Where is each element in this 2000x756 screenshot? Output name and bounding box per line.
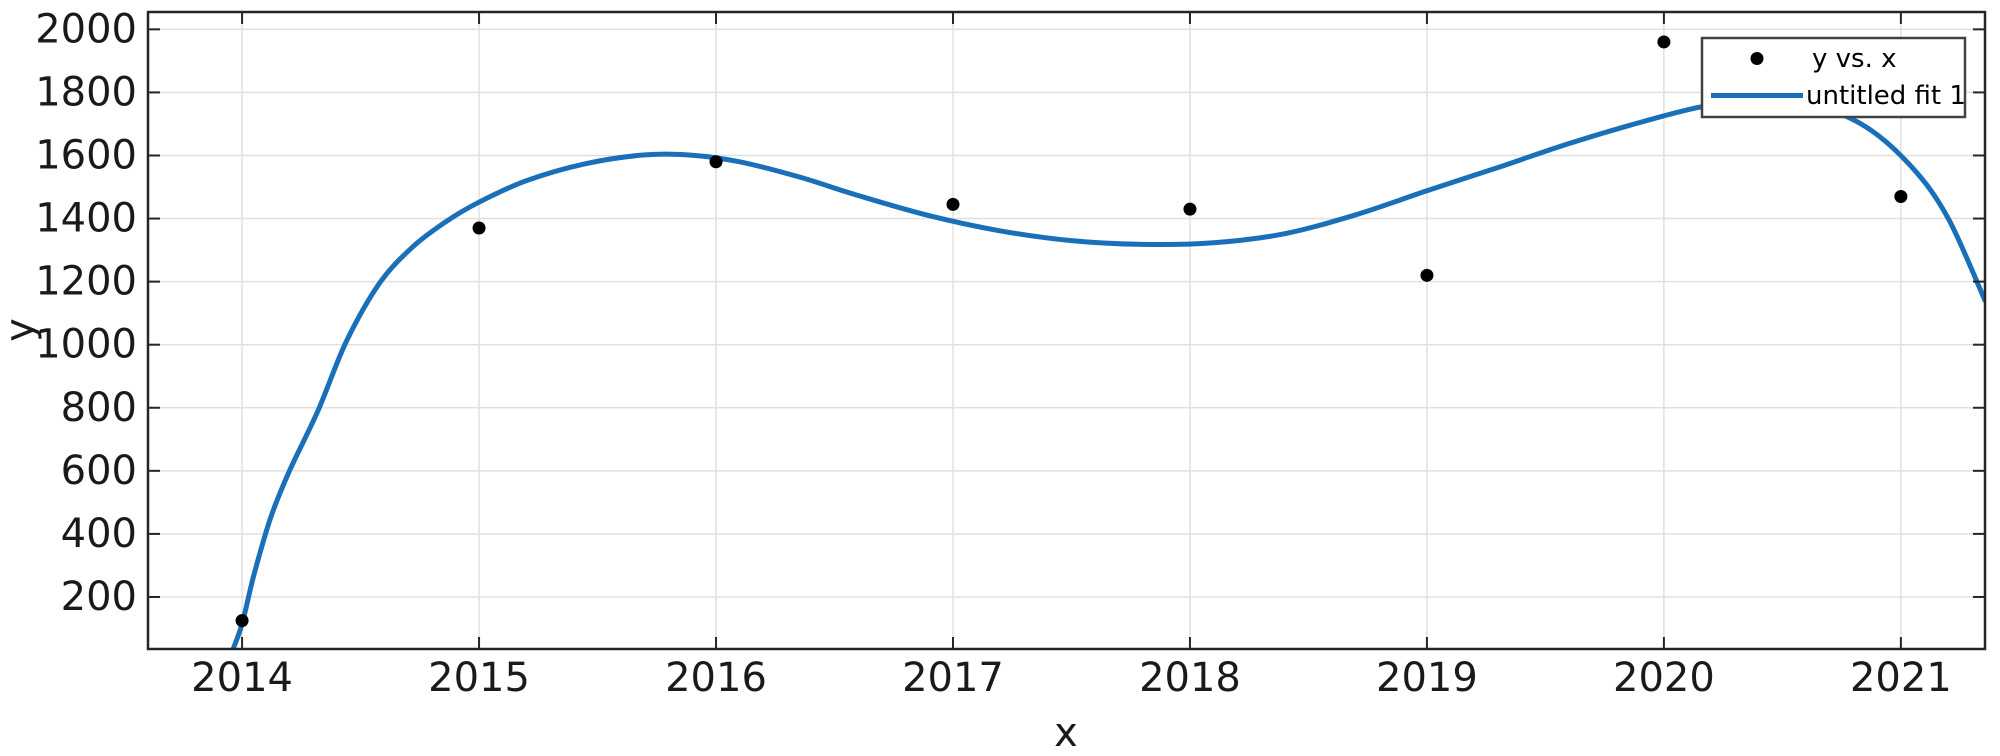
y-tick-label: 1200 <box>35 259 137 305</box>
axis-ticks <box>148 12 1985 649</box>
y-tick-label: 2000 <box>35 6 137 52</box>
x-tick-label: 2019 <box>1376 655 1478 701</box>
x-axis-label: x <box>1054 710 1078 756</box>
y-tick-label: 1400 <box>35 196 137 242</box>
y-tick-label: 200 <box>61 574 137 620</box>
y-tick-label: 800 <box>61 385 137 431</box>
x-tick-label: 2020 <box>1613 655 1715 701</box>
legend-box <box>1700 36 1967 119</box>
scatter-point <box>1657 35 1671 49</box>
y-tick-labels: 200 400 600 800 1000 1200 1400 1600 1800 2000 <box>35 6 137 620</box>
x-tick-labels: 2014 2015 2016 2017 2018 2019 2020 2021 <box>191 655 1952 701</box>
scatter-points <box>235 35 1908 628</box>
fit-curve-line <box>230 95 1985 649</box>
scatter-point <box>235 614 249 628</box>
legend-label-fit: untitled fit 1 <box>1806 81 1966 111</box>
legend-label-data: y vs. x <box>1812 44 1897 74</box>
scatter-point <box>472 221 486 235</box>
scatter-point <box>1894 189 1908 203</box>
x-tick-label: 2016 <box>665 655 767 701</box>
y-tick-label: 400 <box>61 511 137 557</box>
scatter-point <box>1183 202 1197 216</box>
scatter-point <box>709 155 723 169</box>
y-tick-label: 1600 <box>35 132 137 178</box>
legend: y vs. x untitled fit 1 <box>1700 36 1967 119</box>
x-tick-label: 2014 <box>191 655 293 701</box>
scatter-point <box>1420 268 1434 282</box>
y-tick-label: 600 <box>61 448 137 494</box>
y-axis-label: y <box>0 318 43 342</box>
x-tick-label: 2021 <box>1850 655 1952 701</box>
y-tick-label: 1800 <box>35 69 137 115</box>
plot-border <box>146 10 1987 651</box>
gridlines <box>148 12 1985 649</box>
y-tick-label: 1000 <box>35 322 137 368</box>
x-tick-label: 2015 <box>428 655 530 701</box>
legend-scatter-marker-icon <box>1750 52 1764 65</box>
scatter-point <box>946 197 960 211</box>
x-tick-label: 2018 <box>1139 655 1241 701</box>
x-tick-label: 2017 <box>902 655 1004 701</box>
